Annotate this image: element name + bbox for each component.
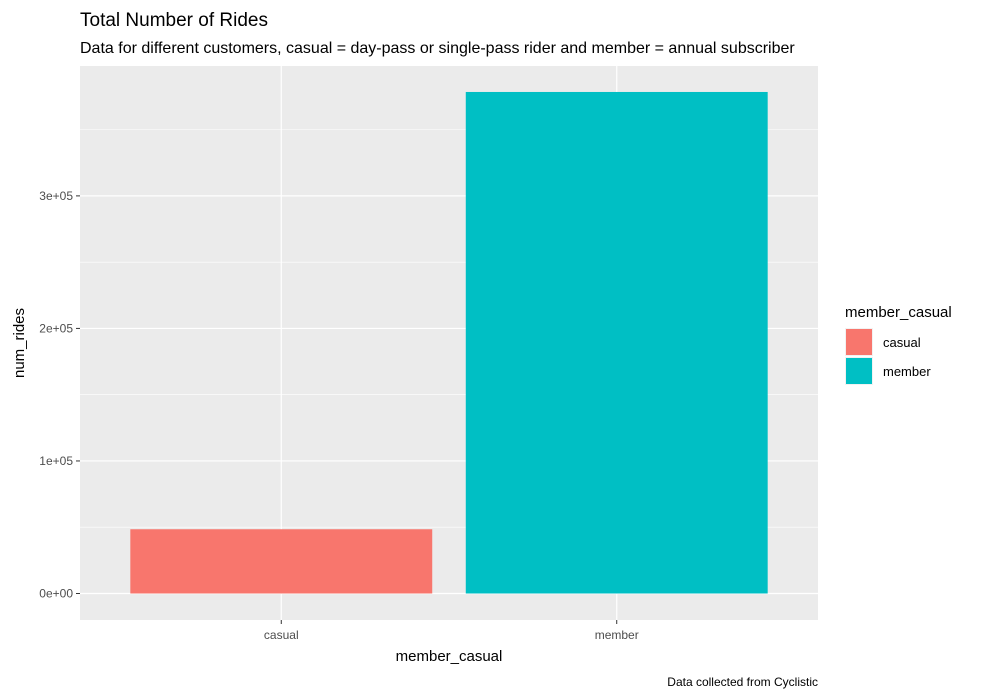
y-axis: 0e+00 1e+05 2e+05 3e+05 bbox=[39, 189, 80, 600]
y-tick-label: 3e+05 bbox=[39, 189, 73, 203]
legend-swatch-casual bbox=[846, 329, 872, 355]
legend: member_casual casual member bbox=[845, 304, 952, 385]
x-axis: casual member bbox=[264, 620, 639, 642]
legend-label-member: member bbox=[883, 364, 931, 379]
bar-member bbox=[465, 91, 768, 594]
legend-title: member_casual bbox=[845, 304, 952, 321]
y-axis-title: num_rides bbox=[11, 308, 28, 378]
y-tick-label: 2e+05 bbox=[39, 321, 73, 335]
x-axis-title: member_casual bbox=[396, 648, 503, 665]
x-tick-label: casual bbox=[264, 628, 299, 642]
bars bbox=[130, 91, 768, 594]
bar-casual bbox=[130, 529, 433, 594]
chart-title: Total Number of Rides bbox=[80, 10, 268, 31]
legend-label-casual: casual bbox=[883, 335, 921, 350]
y-tick-label: 1e+05 bbox=[39, 454, 73, 468]
chart-subtitle: Data for different customers, casual = d… bbox=[80, 40, 795, 57]
x-tick-label: member bbox=[595, 628, 639, 642]
y-tick-label: 0e+00 bbox=[39, 586, 73, 600]
chart-caption: Data collected from Cyclistic bbox=[667, 675, 818, 689]
legend-swatch-member bbox=[846, 358, 872, 384]
